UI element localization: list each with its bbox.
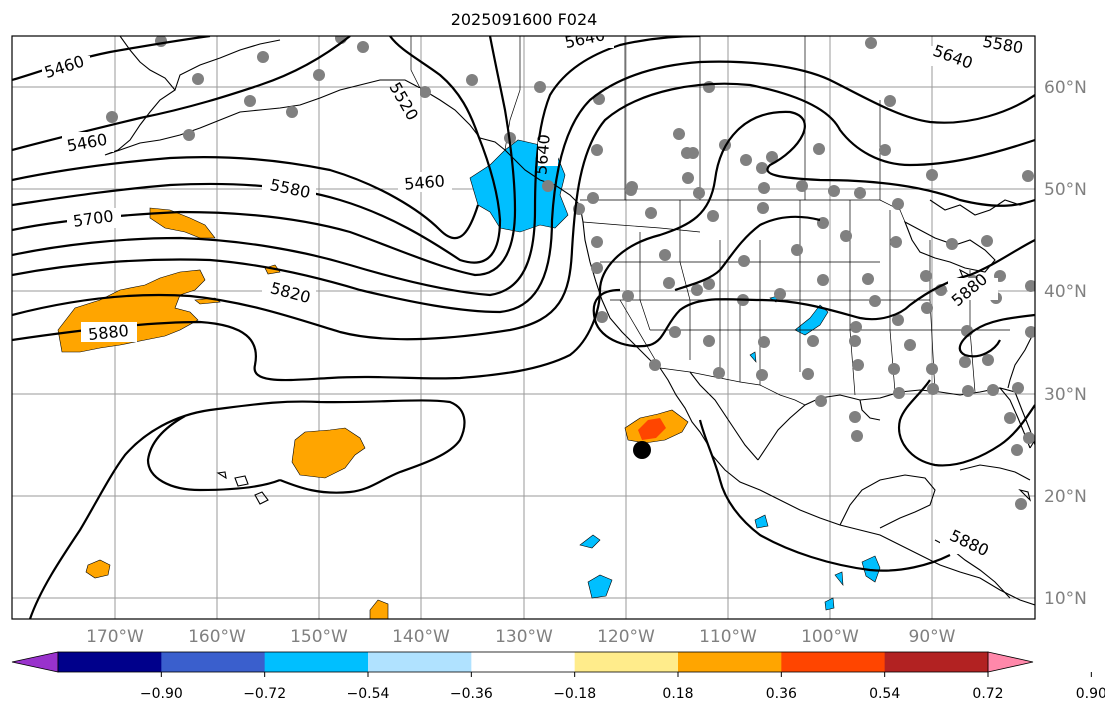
colorbar-extend-high (987, 651, 1034, 673)
lat-label: 10°N (1044, 589, 1087, 609)
colorbar: −0.90 −0.72 −0.54 −0.36 −0.18 0.18 0.36 0.54 0.7… (11, 651, 1105, 702)
lon-label: 110°W (699, 627, 757, 647)
colorbar-tick-label: −0.54 (347, 686, 390, 702)
strong-anomaly-fill (638, 418, 666, 440)
lat-label: 40°N (1044, 282, 1087, 302)
colorbar-segments (58, 652, 989, 672)
lon-label: 120°W (597, 627, 655, 647)
lon-label: 150°W (290, 627, 348, 647)
colorbar-outline (57, 651, 989, 673)
colorbar-tick-label: −0.72 (243, 686, 286, 702)
colorbar-tick-label: 0.18 (662, 686, 693, 702)
colorbar-tick-label: 0.54 (869, 686, 900, 702)
colorbar-segment (264, 652, 369, 672)
colorbar-segment (58, 652, 162, 672)
colorbar-segment (574, 652, 679, 672)
lon-label: 140°W (392, 627, 450, 647)
lon-label: 170°W (86, 627, 144, 647)
lon-label: 160°W (188, 627, 246, 647)
colorbar-ticks: −0.90 −0.72 −0.54 −0.36 −0.18 0.18 0.36 0.54 0.7… (140, 672, 1105, 702)
lat-label: 30°N (1044, 385, 1087, 405)
colorbar-tick-label: 0.36 (766, 686, 797, 702)
colorbar-tick-label: −0.18 (553, 686, 596, 702)
colorbar-segment (781, 652, 886, 672)
height-contours (12, 36, 1035, 619)
colorbar-segment (884, 652, 989, 672)
lat-label: 50°N (1044, 180, 1087, 200)
contour-label: 5460 (403, 171, 445, 193)
lon-label: 90°W (909, 627, 956, 647)
figure-title: 2025091600 F024 (451, 10, 598, 29)
lat-label: 60°N (1044, 78, 1087, 98)
colorbar-segment (678, 652, 782, 672)
lat-label: 20°N (1044, 487, 1087, 507)
lon-label: 130°W (495, 627, 553, 647)
contour-label: 5880 (87, 321, 129, 344)
colorbar-extend-low (11, 651, 59, 673)
contour-label: 5580 (981, 32, 1024, 58)
colorbar-segment (161, 652, 266, 672)
colorbar-segment (471, 652, 576, 672)
colorbar-tick-label: 0.72 (972, 686, 1003, 702)
contour-label-backgrounds (42, 36, 1028, 554)
colorbar-tick-label: 0.90 (1076, 686, 1105, 702)
lon-label: 100°W (801, 627, 859, 647)
contour-label: 5640 (531, 133, 553, 175)
colorbar-segment (368, 652, 472, 672)
longitude-labels: 170°W 160°W 150°W 140°W 130°W 120°W 110°… (86, 627, 956, 647)
map-frame (11, 35, 1036, 620)
colorbar-tick-label: −0.90 (140, 686, 183, 702)
latitude-labels: 60°N 50°N 40°N 30°N 20°N 10°N (1044, 78, 1087, 609)
colorbar-tick-label: −0.36 (450, 686, 493, 702)
political-borders (410, 36, 1010, 406)
forecast-point-marker (633, 441, 651, 459)
